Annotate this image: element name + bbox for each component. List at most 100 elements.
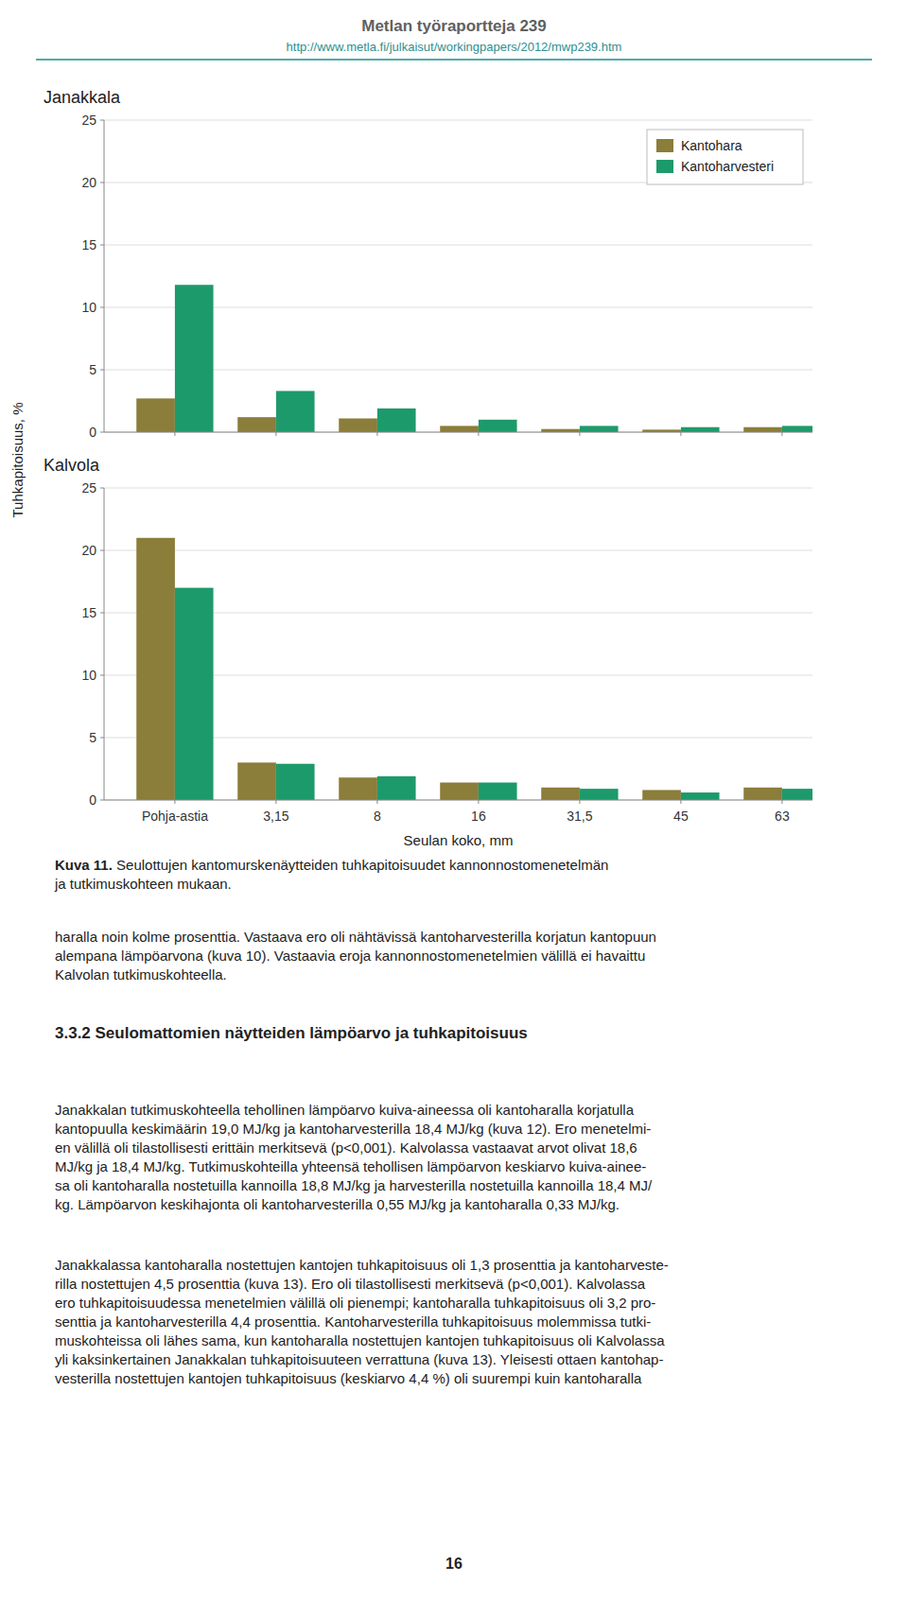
bar bbox=[478, 783, 518, 801]
chart-title: Kalvola bbox=[43, 455, 101, 475]
separator bbox=[35, 58, 873, 61]
x-tick bbox=[477, 432, 479, 437]
x-tick-label: 8 bbox=[373, 808, 382, 824]
bar bbox=[377, 776, 417, 801]
bar bbox=[338, 418, 378, 433]
y-tick-label: 5 bbox=[88, 730, 97, 746]
bar bbox=[579, 425, 619, 433]
bar bbox=[782, 788, 813, 801]
x-tick bbox=[275, 800, 277, 804]
page-number: 16 bbox=[0, 1555, 908, 1573]
x-tick-label: 16 bbox=[471, 808, 487, 824]
y-tick-label: 15 bbox=[81, 237, 97, 253]
x-tick bbox=[578, 800, 580, 804]
x-tick-label: 3,15 bbox=[262, 808, 289, 824]
x-tick-label: 63 bbox=[774, 808, 790, 824]
grid-line bbox=[104, 432, 813, 434]
y-tick-label: 10 bbox=[81, 299, 97, 315]
y-tick-label: 20 bbox=[81, 174, 97, 191]
section-heading: 3.3.2 Seulomattomien näytteiden lämpöarv… bbox=[54, 1024, 528, 1044]
bar bbox=[136, 398, 175, 433]
y-axis-line bbox=[104, 488, 105, 801]
legend-swatch bbox=[656, 139, 674, 153]
x-tick-label: 31,5 bbox=[566, 808, 593, 824]
grid-line bbox=[104, 550, 813, 552]
chart: 0510152025JanakkalaKantoharaKantoharvest… bbox=[43, 87, 821, 440]
y-tick bbox=[100, 488, 105, 489]
y-tick bbox=[100, 737, 105, 739]
bar bbox=[743, 427, 783, 433]
y-tick bbox=[100, 432, 105, 434]
bar bbox=[743, 787, 783, 801]
x-tick-label: Pohja-astia bbox=[141, 808, 209, 824]
y-tick-label: 0 bbox=[88, 424, 97, 440]
x-tick bbox=[477, 800, 479, 804]
x-tick bbox=[781, 432, 783, 437]
caption: Kuva 11. Seulottujen kantomurskenäytteid… bbox=[54, 855, 609, 894]
y-tick bbox=[100, 675, 105, 677]
y-tick bbox=[100, 120, 105, 122]
bar bbox=[439, 783, 479, 801]
x-tick bbox=[174, 432, 175, 437]
grid-line bbox=[104, 488, 813, 489]
bar bbox=[541, 787, 580, 801]
bar bbox=[174, 284, 214, 433]
x-tick bbox=[680, 800, 681, 804]
y-axis-label: Tuhkapitoisuus, % bbox=[9, 401, 26, 518]
caption-text: Seulottujen kantomurskenäytteiden tuhkap… bbox=[54, 856, 609, 892]
x-axis-line bbox=[104, 800, 813, 802]
bar bbox=[681, 792, 720, 801]
y-tick bbox=[100, 550, 105, 552]
body-text: haralla noin kolme prosenttia. Vastaava … bbox=[54, 927, 657, 985]
bar bbox=[642, 789, 681, 801]
bar bbox=[377, 408, 417, 433]
y-tick-label: 25 bbox=[81, 480, 97, 496]
x-tick bbox=[781, 800, 783, 804]
page-title: Metlan työraportteja 239 bbox=[0, 17, 908, 36]
chart: 0510152025Pohja-astia3,1581631,54563Seul… bbox=[43, 455, 821, 849]
x-tick bbox=[578, 432, 580, 437]
bars bbox=[136, 284, 813, 433]
legend-swatch bbox=[656, 159, 674, 174]
bar bbox=[174, 588, 214, 801]
bar bbox=[439, 425, 479, 433]
bar bbox=[237, 762, 277, 801]
x-tick bbox=[680, 432, 681, 437]
bar bbox=[782, 425, 813, 433]
y-tick bbox=[100, 244, 105, 246]
legend-label: Kantohara bbox=[681, 138, 743, 154]
y-tick bbox=[100, 369, 105, 371]
paragraph: Janakkalan tutkimuskohteella tehollinen … bbox=[54, 1100, 652, 1215]
x-axis-line bbox=[104, 432, 813, 434]
x-tick bbox=[376, 432, 378, 437]
grid-line bbox=[104, 800, 813, 802]
y-tick bbox=[100, 307, 105, 309]
page-url: http://www.metla.fi/julkaisut/workingpap… bbox=[0, 39, 908, 54]
legend: Kantohara Kantoharvesteri bbox=[646, 129, 804, 185]
chart-title: Janakkala bbox=[43, 87, 122, 107]
bars bbox=[136, 538, 813, 801]
bar bbox=[338, 777, 378, 801]
y-tick-label: 20 bbox=[81, 542, 97, 559]
x-axis-label: Seulan koko, mm bbox=[403, 832, 514, 849]
y-tick-label: 15 bbox=[81, 605, 97, 621]
y-tick bbox=[100, 612, 105, 614]
x-tick bbox=[275, 432, 277, 437]
charts-svg: 0 5 10 15 20 25 Janakkala Kantohara Kantoharvest… bbox=[0, 0, 908, 852]
x-tick bbox=[376, 800, 378, 804]
x-tick-label: 45 bbox=[673, 808, 689, 824]
grid-line bbox=[104, 120, 813, 122]
x-tick bbox=[174, 800, 175, 804]
y-tick-label: 10 bbox=[81, 667, 97, 683]
y-tick-label: 5 bbox=[88, 362, 97, 378]
bar bbox=[478, 419, 518, 433]
legend-label: Kantoharvesteri bbox=[681, 158, 774, 175]
bar bbox=[276, 764, 315, 801]
grid-line bbox=[104, 244, 813, 246]
bar bbox=[681, 427, 720, 433]
bar bbox=[136, 538, 175, 801]
paragraph: Janakkalassa kantoharalla nostettujen ka… bbox=[54, 1256, 669, 1389]
y-axis-line bbox=[104, 120, 105, 433]
y-tick bbox=[100, 182, 105, 184]
y-tick bbox=[100, 800, 105, 802]
